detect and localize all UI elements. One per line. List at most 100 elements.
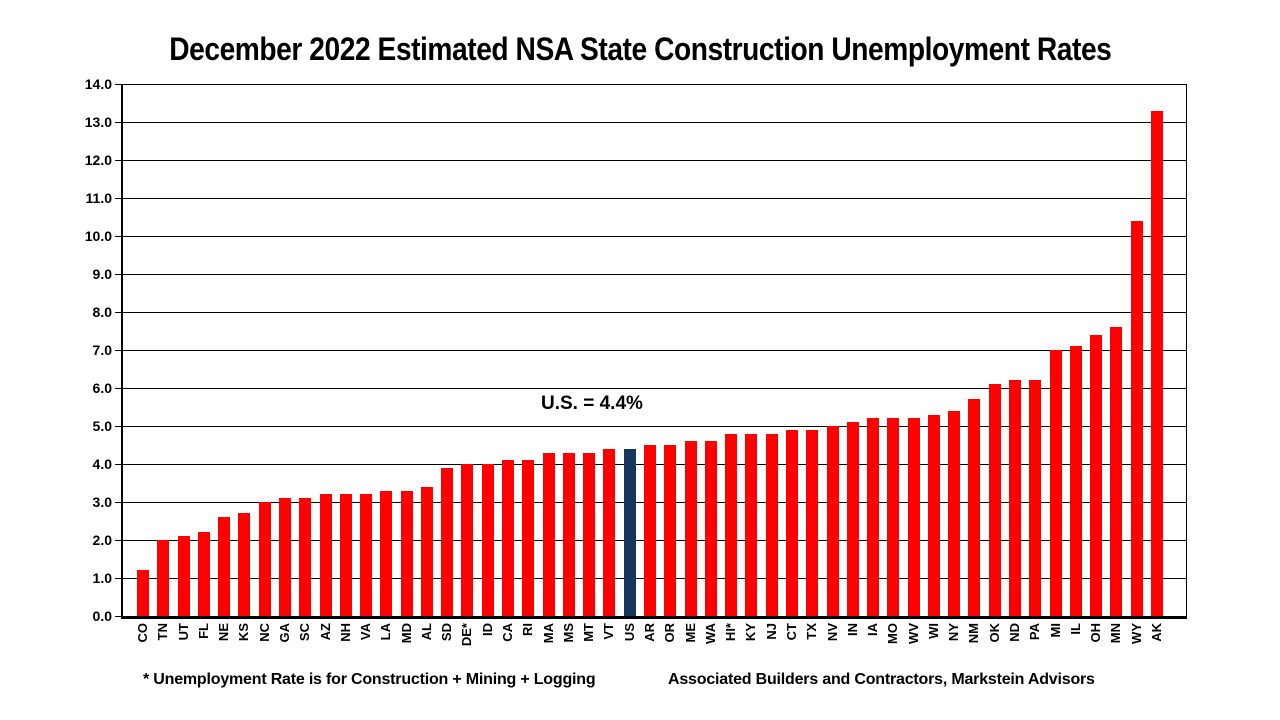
bar-AL — [420, 486, 433, 616]
x-axis-label-NE: NE — [216, 623, 232, 642]
y-axis-label: 10.0 — [84, 228, 112, 244]
y-axis-label: 3.0 — [92, 494, 112, 510]
x-axis-label-ND: ND — [1007, 623, 1023, 642]
x-axis-label-WV: WV — [905, 623, 921, 644]
bar-MS — [562, 452, 575, 616]
bar-LA — [380, 490, 393, 616]
bar-DE* — [461, 464, 474, 616]
bar-WI — [927, 414, 940, 616]
bar-AK — [1151, 110, 1163, 616]
gridline-7.0 — [121, 350, 1186, 351]
x-axis-label-WI: WI — [925, 623, 941, 639]
bar-KY — [745, 433, 758, 616]
bar-PA — [1029, 380, 1042, 616]
bar-VT — [603, 448, 616, 616]
y-axis-tick — [115, 388, 121, 389]
x-axis-label-KS: KS — [236, 623, 252, 642]
bar-CO — [137, 570, 149, 616]
x-axis-label-OR: OR — [662, 623, 678, 643]
y-axis-label: 0.0 — [92, 608, 112, 624]
bar-NY — [948, 410, 961, 616]
bar-AZ — [319, 494, 332, 616]
y-axis-label: 11.0 — [85, 190, 112, 206]
y-axis-label: 8.0 — [92, 304, 112, 320]
bar-US — [623, 448, 636, 616]
y-axis-label: 13.0 — [84, 114, 112, 130]
y-axis-tick — [115, 122, 121, 123]
bar-SC — [299, 498, 312, 616]
gridline-11.0 — [121, 198, 1186, 199]
bar-MT — [583, 452, 596, 616]
x-axis-label-TX: TX — [804, 623, 820, 640]
y-axis-label: 7.0 — [92, 342, 112, 358]
bar-ME — [684, 441, 697, 616]
bar-KS — [238, 513, 251, 616]
bar-CA — [502, 460, 515, 616]
y-axis-tick — [115, 312, 121, 313]
x-axis-label-MA: MA — [540, 623, 556, 644]
y-axis-tick — [115, 160, 121, 161]
x-axis-label-AK: AK — [1149, 623, 1164, 642]
y-axis-tick — [115, 464, 121, 465]
x-axis-label-IL: IL — [1067, 623, 1083, 635]
gridline-6.0 — [121, 388, 1186, 389]
bar-HI* — [725, 433, 738, 616]
footnote-source: Associated Builders and Contractors, Mar… — [668, 671, 1095, 688]
y-axis-label: 12.0 — [84, 152, 112, 168]
gridline-14.0 — [121, 84, 1186, 85]
footnote-asterisk-note: * Unemployment Rate is for Construction … — [143, 671, 596, 688]
y-axis-tick — [115, 350, 121, 351]
x-axis-label-NH: NH — [337, 623, 353, 642]
y-axis-line — [121, 84, 123, 616]
y-axis-tick — [115, 84, 121, 85]
bar-NJ — [765, 433, 778, 616]
x-axis-label-NM: NM — [966, 623, 982, 644]
gridline-9.0 — [121, 274, 1186, 275]
gridline-13.0 — [121, 122, 1186, 123]
x-axis-label-AL: AL — [418, 623, 434, 641]
bar-RI — [522, 460, 535, 616]
x-axis-label-SC: SC — [297, 623, 313, 642]
x-axis-label-MS: MS — [560, 623, 576, 643]
y-axis-tick — [115, 274, 121, 275]
x-axis-label-MT: MT — [581, 623, 597, 642]
bar-SD — [441, 467, 454, 616]
us-rate-annotation: U.S. = 4.4% — [541, 393, 643, 414]
x-axis-label-DE*: DE* — [459, 623, 475, 647]
x-axis-label-WA: WA — [702, 623, 718, 644]
bar-FL — [197, 532, 210, 616]
y-axis-tick — [115, 502, 121, 503]
x-axis-line — [121, 616, 1187, 619]
x-axis-label-LA: LA — [378, 623, 394, 641]
x-axis-label-NC: NC — [256, 623, 272, 642]
chart-title: December 2022 Estimated NSA State Constr… — [168, 31, 1112, 67]
x-axis-label-MO: MO — [885, 623, 901, 644]
x-axis-label-SD: SD — [439, 623, 455, 642]
y-axis-tick — [115, 236, 121, 237]
x-axis-label-GA: GA — [276, 623, 292, 643]
x-axis-label-PA: PA — [1027, 623, 1043, 641]
x-axis-label-NV: NV — [824, 623, 840, 642]
bar-MI — [1049, 350, 1062, 616]
x-axis-label-FL: FL — [195, 623, 211, 639]
bar-NM — [968, 399, 981, 616]
y-axis-tick — [115, 426, 121, 427]
x-axis-label-UT: UT — [175, 623, 191, 641]
x-axis-label-WY: WY — [1128, 623, 1144, 644]
bar-WY — [1130, 220, 1143, 616]
bar-ID — [481, 464, 494, 616]
bar-TX — [806, 429, 819, 616]
y-axis-label: 14.0 — [84, 76, 112, 92]
bar-MN — [1110, 327, 1123, 616]
bar-IN — [846, 422, 859, 616]
x-axis-label-OK: OK — [986, 623, 1002, 643]
bar-WA — [704, 441, 717, 616]
bar-MD — [400, 490, 413, 616]
x-axis-label-ME: ME — [682, 623, 698, 643]
y-axis-tick — [115, 578, 121, 579]
bar-TN — [157, 540, 170, 616]
gridline-8.0 — [121, 312, 1186, 313]
y-axis-tick — [115, 616, 121, 617]
